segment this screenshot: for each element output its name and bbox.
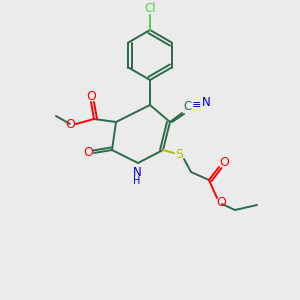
Text: Cl: Cl (144, 2, 156, 16)
Text: H: H (133, 176, 141, 186)
Text: O: O (216, 196, 226, 209)
Text: S: S (175, 148, 183, 161)
Text: N: N (202, 97, 210, 110)
Text: N: N (133, 167, 141, 179)
Text: O: O (219, 155, 229, 169)
Text: ≡: ≡ (192, 100, 202, 110)
Text: O: O (83, 146, 93, 160)
Text: C: C (184, 100, 192, 113)
Text: O: O (86, 89, 96, 103)
Text: O: O (65, 118, 75, 130)
